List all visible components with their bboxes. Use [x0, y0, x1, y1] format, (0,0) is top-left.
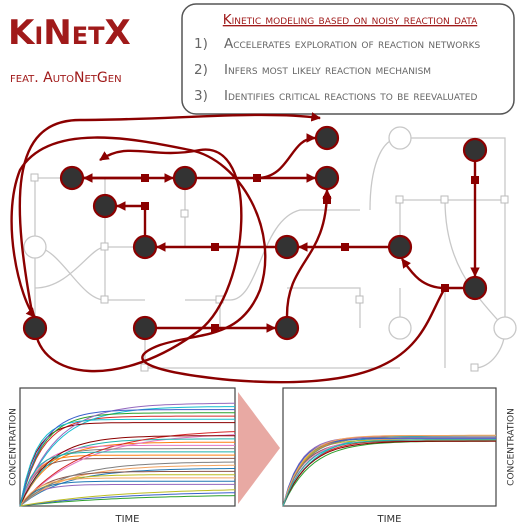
- red-network: [10, 112, 488, 384]
- trajectory: [19, 492, 236, 507]
- gray-network: [23, 126, 517, 372]
- item-number: 3): [194, 88, 208, 104]
- item-number: 2): [194, 62, 208, 78]
- plot: time concentration: [282, 387, 518, 526]
- trajectory: [19, 454, 235, 507]
- trajectory: [19, 406, 235, 507]
- info-box: [181, 3, 515, 115]
- item-text: Identifies critical reactions to be reev…: [224, 88, 477, 104]
- info-list: 1) Accelerates exploration of reaction ne…: [194, 36, 480, 104]
- trajectory: [19, 470, 235, 507]
- item-number: 1): [194, 36, 208, 52]
- plot: time concentration: [5, 387, 236, 526]
- subtitle: feat. AutoNetGen: [10, 70, 122, 86]
- trajectory: [19, 402, 235, 507]
- info-title: Kinetic modeling based on noisy reaction…: [223, 12, 478, 28]
- title: KiNetX: [8, 13, 131, 53]
- x-axis-label: time: [376, 510, 401, 526]
- trajectory: [282, 436, 496, 507]
- x-axis-label: time: [114, 510, 139, 526]
- y-axis-label: concentration: [503, 408, 518, 486]
- item-text: Infers most likely reaction mechanism: [224, 62, 431, 78]
- transition-arrow: [238, 392, 280, 504]
- trajectory: [19, 431, 236, 507]
- y-axis-label: concentration: [5, 408, 20, 486]
- trajectory: [282, 434, 496, 507]
- trajectory: [19, 438, 235, 507]
- trajectory: [282, 440, 496, 507]
- trajectory: [19, 441, 235, 507]
- trajectory: [19, 489, 236, 507]
- trajectory: [19, 451, 235, 507]
- trajectory: [19, 495, 236, 507]
- trajectory: [19, 412, 235, 507]
- trajectory: [19, 415, 235, 507]
- trajectory: [282, 439, 496, 507]
- trajectory: [19, 464, 235, 507]
- trajectory: [19, 457, 235, 507]
- trajectory: [19, 480, 235, 507]
- trajectory: [19, 483, 235, 507]
- trajectory: [19, 409, 235, 507]
- trajectory: [19, 448, 235, 507]
- item-text: Accelerates exploration of reaction netw…: [224, 36, 480, 52]
- trajectory: [19, 444, 235, 507]
- trajectory: [19, 477, 235, 507]
